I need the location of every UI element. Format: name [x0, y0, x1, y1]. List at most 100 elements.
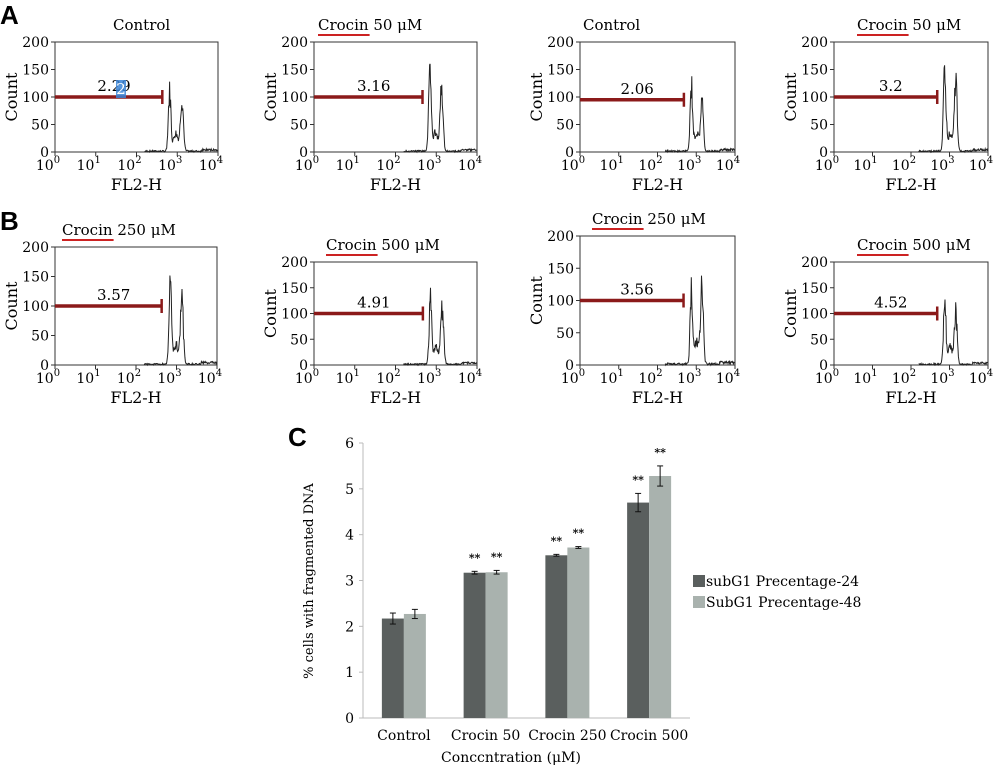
x-tick-base: 10 — [198, 371, 216, 387]
y-tick-label: 50 — [810, 332, 828, 348]
x-tick-base: 10 — [853, 158, 871, 174]
y-axis-title: % cells with fragmented DNA — [302, 483, 317, 679]
y-tick-label: 0 — [819, 145, 828, 161]
x-tick-exponent: 3 — [695, 368, 701, 379]
x-tick-exponent: 0 — [833, 155, 839, 166]
x-tick-exponent: 4 — [216, 368, 222, 379]
x-tick-exponent: 0 — [54, 368, 60, 379]
x-tick-base: 10 — [199, 158, 217, 174]
title-main: Control — [583, 16, 640, 34]
x-tick-base: 10 — [36, 158, 54, 174]
x-tick-label: 101 — [76, 368, 100, 387]
y-tick-label: 5 — [345, 482, 354, 498]
x-tick-exponent: 4 — [987, 155, 993, 166]
y-tick-label: 100 — [22, 299, 49, 315]
y-tick-label: 100 — [22, 90, 49, 106]
title-underlined-word: Crocin — [857, 16, 908, 34]
x-tick-base: 10 — [458, 371, 476, 387]
x-tick-label: 101 — [853, 368, 877, 387]
x-tick-label: 102 — [376, 368, 400, 387]
x-tick-label: 104 — [198, 368, 222, 387]
y-tick-label: 200 — [547, 35, 574, 51]
selected-character: 2 — [116, 80, 126, 98]
title-concentration: 250 μM — [113, 221, 176, 239]
title-concentration: 500 μM — [908, 236, 971, 254]
title-main: Control — [113, 16, 170, 34]
y-tick-label: 0 — [40, 145, 49, 161]
x-tick-base: 10 — [815, 158, 833, 174]
x-tick-base: 10 — [969, 371, 987, 387]
title-concentration: 500 μM — [377, 236, 440, 254]
x-tick-base: 10 — [892, 158, 910, 174]
x-tick-label: 102 — [892, 368, 916, 387]
y-tick-label: 100 — [547, 294, 574, 310]
x-tick-exponent: 3 — [175, 368, 181, 379]
x-tick-label: 104 — [199, 155, 223, 174]
x-tick-exponent: 4 — [987, 368, 993, 379]
x-tick-base: 10 — [36, 371, 54, 387]
x-tick-label: 104 — [716, 368, 740, 387]
x-tick-base: 10 — [677, 371, 695, 387]
significance-marker: ** — [573, 527, 585, 540]
y-tick-label: 1 — [345, 665, 354, 681]
x-tick-label: 103 — [417, 368, 441, 387]
panel-label-a: A — [0, 0, 19, 30]
x-tick-label: 102 — [638, 155, 662, 174]
x-tick-exponent: 3 — [176, 155, 182, 166]
y-axis-label: Count — [261, 288, 280, 337]
bar — [381, 618, 404, 718]
legend-label: SubG1 Precentage-48 — [706, 595, 861, 611]
x-tick-exponent: 4 — [734, 368, 740, 379]
title-underlined-word: Crocin — [62, 221, 113, 239]
panel-title: Crocin 50 μM — [857, 16, 961, 34]
y-tick-label: 200 — [22, 240, 49, 256]
x-tick-label: 102 — [892, 155, 916, 174]
x-tick-label: 104 — [969, 155, 993, 174]
bar — [545, 555, 568, 718]
y-tick-label: 0 — [299, 145, 308, 161]
y-tick-label: 50 — [31, 118, 49, 134]
y-axis-label: Count — [781, 288, 800, 337]
bar — [649, 476, 672, 718]
x-tick-exponent: 1 — [871, 155, 877, 166]
x-tick-label: 103 — [677, 155, 701, 174]
bar-chart-panel-c: 0 1 2 3 4 5 6 Control ** ** Crocin 50 ** ** Crocin 25… — [302, 436, 861, 766]
y-tick-label: 150 — [22, 63, 49, 79]
x-tick-label: 100 — [561, 368, 585, 387]
legend-swatch — [693, 575, 705, 587]
x-tick-base: 10 — [157, 371, 175, 387]
legend-swatch — [693, 596, 705, 608]
panel-label-c: C — [288, 422, 307, 452]
category-label: Crocin 50 — [451, 728, 520, 744]
x-tick-base: 10 — [638, 371, 656, 387]
x-tick-label: 100 — [815, 368, 839, 387]
x-tick-exponent: 2 — [394, 368, 400, 379]
y-tick-label: 2 — [345, 619, 354, 635]
title-underlined-word: Crocin — [318, 16, 369, 34]
y-axis-label: Count — [527, 72, 546, 121]
x-tick-base: 10 — [458, 158, 476, 174]
y-tick-label: 200 — [547, 229, 574, 245]
x-tick-base: 10 — [638, 158, 656, 174]
y-tick-label: 100 — [801, 90, 828, 106]
x-tick-exponent: 4 — [217, 155, 223, 166]
x-tick-base: 10 — [600, 371, 618, 387]
significance-marker: ** — [551, 534, 563, 547]
y-tick-label: 3 — [345, 574, 354, 590]
y-axis-label: Count — [2, 72, 21, 121]
x-tick-base: 10 — [716, 158, 734, 174]
category-label: Crocin 500 — [610, 728, 688, 744]
y-tick-label: 50 — [556, 118, 574, 134]
significance-marker: ** — [654, 446, 666, 459]
x-tick-base: 10 — [677, 158, 695, 174]
x-tick-label: 101 — [336, 368, 360, 387]
histogram-trace — [918, 299, 988, 367]
significance-marker: ** — [491, 550, 503, 563]
panel-title: Crocin 250 μM — [62, 221, 176, 239]
x-tick-label: 100 — [295, 155, 319, 174]
y-tick-label: 200 — [801, 35, 828, 51]
